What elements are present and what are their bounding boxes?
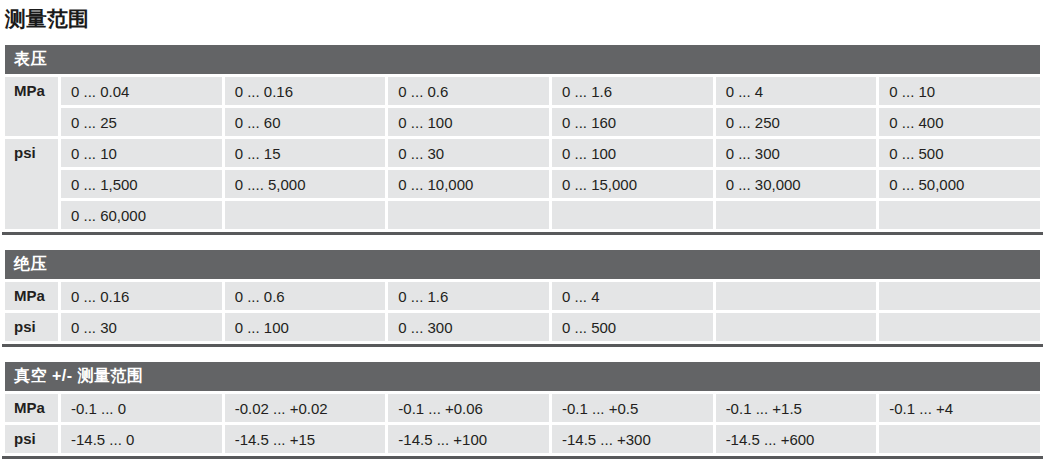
range-cell: 0 ... 250 [716,108,877,136]
range-cell [716,313,877,341]
range-cell: 0 ... 100 [552,139,713,167]
table-row: psi-14.5 ... 0-14.5 ... +15-14.5 ... +10… [5,425,1040,453]
section-header: 表压 [5,45,1040,74]
table-row: 0 ... 1,5000 .... 5,0000 ... 10,0000 ...… [5,170,1040,198]
range-cell: 0 ... 10,000 [388,170,549,198]
range-cell: 0 ... 500 [879,139,1040,167]
range-cell: 0 ... 15 [225,139,386,167]
range-cell: 0 ... 300 [716,139,877,167]
section-header: 绝压 [5,250,1040,279]
range-cell: 0 ... 300 [388,313,549,341]
unit-label: psi [5,139,58,229]
section-header-row: 表压 [5,45,1040,74]
absolute-pressure-table: 绝压 MPa0 ... 0.160 ... 0.60 ... 1.60 ... 4… [2,247,1043,347]
unit-label: MPa [5,77,58,136]
table-row: psi0 ... 100 ... 150 ... 300 ... 1000 ..… [5,139,1040,167]
unit-label: psi [5,425,58,453]
unit-label: MPa [5,282,58,310]
range-cell [879,201,1040,229]
section-header: 真空 +/- 测量范围 [5,362,1040,391]
range-cell [552,201,713,229]
range-cell: 0 ... 1.6 [388,282,549,310]
range-cell: -0.1 ... +1.5 [716,394,877,422]
range-cell [225,201,386,229]
range-cell [716,201,877,229]
range-cell: 0 ... 160 [552,108,713,136]
range-cell: 0 ... 30 [388,139,549,167]
range-cell: 0 ... 1,500 [61,170,222,198]
range-cell: 0 ... 10 [61,139,222,167]
range-cell: 0 ... 50,000 [879,170,1040,198]
unit-label: psi [5,313,58,341]
range-cell: -14.5 ... 0 [61,425,222,453]
range-cell: 0 .... 5,000 [225,170,386,198]
range-cell: -14.5 ... +300 [552,425,713,453]
table-row: 0 ... 250 ... 600 ... 1000 ... 1600 ... … [5,108,1040,136]
range-cell [879,282,1040,310]
table-row: MPa-0.1 ... 0-0.02 ... +0.02-0.1 ... +0.… [5,394,1040,422]
range-cell: 0 ... 60,000 [61,201,222,229]
range-cell: -14.5 ... +600 [716,425,877,453]
range-cell: -0.1 ... 0 [61,394,222,422]
table-row: 0 ... 60,000 [5,201,1040,229]
range-cell [716,282,877,310]
page-title: 测量范围 [5,6,1043,32]
range-cell: 0 ... 100 [388,108,549,136]
gauge-pressure-table: 表压MPa0 ... 0.040 ... 0.160 ... 0.60 ... … [2,42,1043,235]
range-cell: 0 ... 25 [61,108,222,136]
range-cell: 0 ... 500 [552,313,713,341]
range-cell: -0.1 ... +4 [879,394,1040,422]
tables-container: 表压MPa0 ... 0.040 ... 0.160 ... 0.60 ... … [2,42,1043,459]
range-cell: 0 ... 60 [225,108,386,136]
range-cell: -0.1 ... +0.06 [388,394,549,422]
section-header-row: 真空 +/- 测量范围 [5,362,1040,391]
table-row: MPa0 ... 0.160 ... 0.60 ... 1.60 ... 4 [5,282,1040,310]
range-cell: 0 ... 1.6 [552,77,713,105]
range-cell: -0.02 ... +0.02 [225,394,386,422]
range-cell [879,425,1040,453]
section-header-row: 绝压 [5,250,1040,279]
range-cell: 0 ... 0.6 [388,77,549,105]
range-cell: 0 ... 0.16 [61,282,222,310]
range-cell: 0 ... 100 [225,313,386,341]
range-cell: 0 ... 30 [61,313,222,341]
range-cell: 0 ... 10 [879,77,1040,105]
unit-label: MPa [5,394,58,422]
range-cell: 0 ... 400 [879,108,1040,136]
range-cell [388,201,549,229]
table-row: psi0 ... 300 ... 1000 ... 3000 ... 500 [5,313,1040,341]
datasheet-page: 测量范围 表压MPa0 ... 0.040 ... 0.160 ... 0.60… [0,0,1043,459]
range-cell: -0.1 ... +0.5 [552,394,713,422]
range-cell: -14.5 ... +15 [225,425,386,453]
range-cell: 0 ... 4 [552,282,713,310]
range-cell [879,313,1040,341]
range-cell: 0 ... 15,000 [552,170,713,198]
range-cell: 0 ... 30,000 [716,170,877,198]
range-cell: 0 ... 0.04 [61,77,222,105]
table-row: MPa0 ... 0.040 ... 0.160 ... 0.60 ... 1.… [5,77,1040,105]
range-cell: 0 ... 0.16 [225,77,386,105]
vacuum-range-table: 真空 +/- 测量范围MPa-0.1 ... 0-0.02 ... +0.02-… [2,359,1043,459]
range-cell: -14.5 ... +100 [388,425,549,453]
range-cell: 0 ... 0.6 [225,282,386,310]
range-cell: 0 ... 4 [716,77,877,105]
